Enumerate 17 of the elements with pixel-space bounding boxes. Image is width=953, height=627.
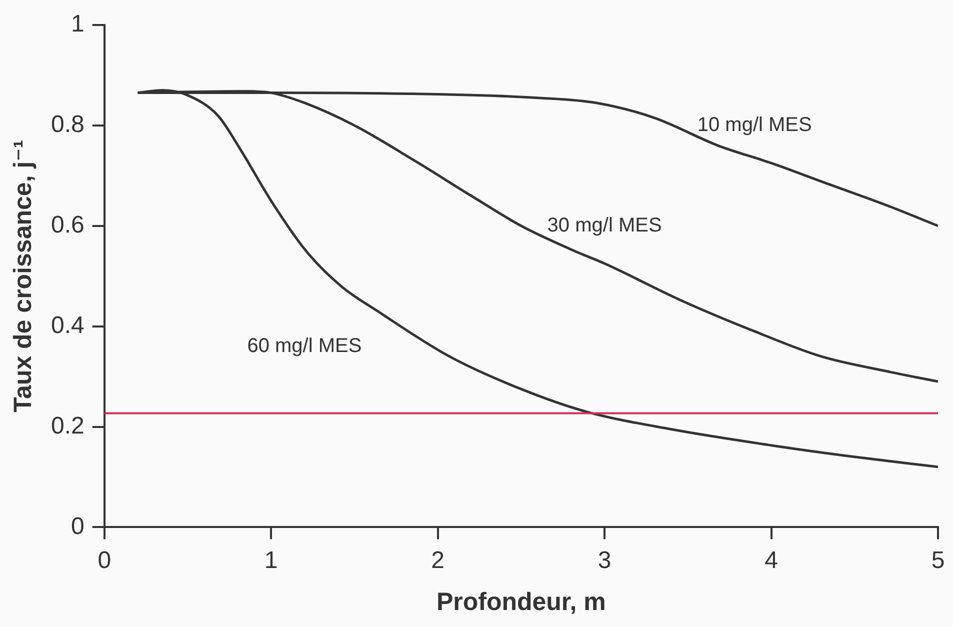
- x-tick-label: 2: [431, 547, 444, 574]
- x-tick-label: 3: [598, 547, 612, 574]
- y-tick-label: 0.4: [50, 312, 84, 339]
- series-label: 10 mg/l MES: [697, 114, 812, 136]
- x-tick-label: 1: [264, 547, 278, 574]
- series-label: 30 mg/l MES: [547, 214, 662, 236]
- y-tick-label: 0: [71, 512, 84, 540]
- x-tick-label: 0: [98, 547, 112, 574]
- y-tick-label: 0.6: [50, 212, 84, 239]
- y-tick-label: 1: [71, 10, 84, 38]
- y-tick-label: 0.2: [50, 412, 84, 440]
- x-axis-title: Profondeur, m: [436, 588, 606, 616]
- y-axis-title: Taux de croissance, j⁻¹: [8, 140, 37, 412]
- x-tick-label: 4: [764, 547, 778, 574]
- y-tick-label: 0.8: [50, 111, 84, 138]
- series-label: 60 mg/l MES: [247, 334, 362, 357]
- x-tick-label: 5: [931, 547, 945, 574]
